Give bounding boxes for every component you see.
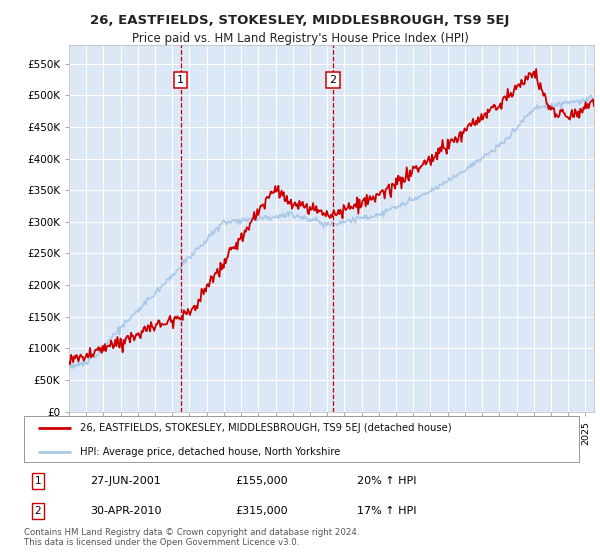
Text: 26, EASTFIELDS, STOKESLEY, MIDDLESBROUGH, TS9 5EJ (detached house): 26, EASTFIELDS, STOKESLEY, MIDDLESBROUGH… (79, 423, 451, 433)
Text: 1: 1 (35, 476, 41, 486)
Text: £155,000: £155,000 (235, 476, 287, 486)
Text: 2: 2 (35, 506, 41, 516)
Text: 27-JUN-2001: 27-JUN-2001 (91, 476, 161, 486)
Text: 20% ↑ HPI: 20% ↑ HPI (357, 476, 416, 486)
Text: 2: 2 (329, 74, 337, 85)
Text: Contains HM Land Registry data © Crown copyright and database right 2024.
This d: Contains HM Land Registry data © Crown c… (24, 528, 359, 547)
Text: 26, EASTFIELDS, STOKESLEY, MIDDLESBROUGH, TS9 5EJ: 26, EASTFIELDS, STOKESLEY, MIDDLESBROUGH… (91, 14, 509, 27)
Text: Price paid vs. HM Land Registry's House Price Index (HPI): Price paid vs. HM Land Registry's House … (131, 32, 469, 45)
Text: 1: 1 (177, 74, 184, 85)
Text: £315,000: £315,000 (235, 506, 287, 516)
Text: 17% ↑ HPI: 17% ↑ HPI (357, 506, 416, 516)
Text: 30-APR-2010: 30-APR-2010 (91, 506, 162, 516)
Text: HPI: Average price, detached house, North Yorkshire: HPI: Average price, detached house, Nort… (79, 447, 340, 457)
